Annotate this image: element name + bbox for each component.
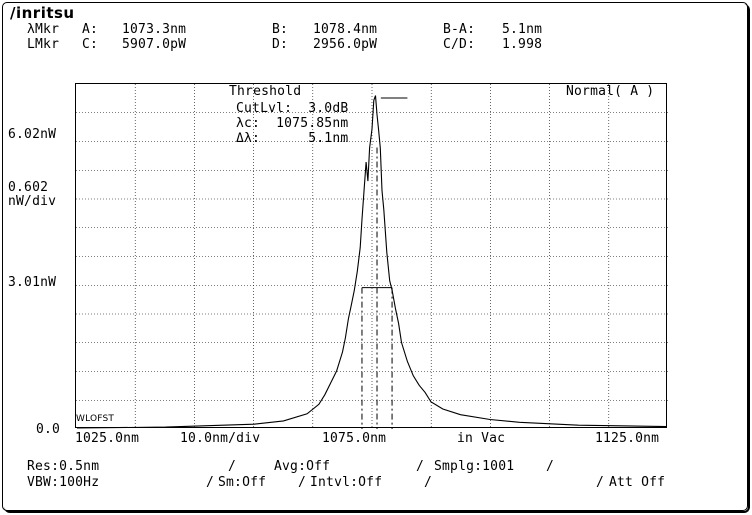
x-center-label: 1075.0nm [322,431,387,446]
smoothing-setting: Sm:Off [218,475,267,490]
y-top-label: 6.02nW [8,127,57,142]
y-scale-label: 0.602 [8,180,49,195]
trace-mode: Normal( A ) [566,84,655,99]
sampling-setting: Smplg:1001 [434,459,515,474]
level-marker-label: LMkr [27,37,60,52]
marker-a-value: 1073.3nm [122,22,187,37]
x-start-label: 1025.0nm [75,431,140,446]
slash-sep: / [596,475,605,490]
average-setting: Avg:Off [274,459,331,474]
x-end-label: 1125.0nm [595,431,660,446]
slash-sep: / [546,459,555,474]
spectrum-trace [76,95,668,429]
analysis-cutlevel: CutLvl: 3.0dB [236,101,349,116]
window-shadow [4,4,750,513]
medium-label: in Vac [457,431,506,446]
analysis-title: Threshold [229,84,302,99]
y-mid-label: 3.01nW [8,275,57,290]
slash-sep: / [416,459,425,474]
marker-d-label: D: [272,37,289,52]
slash-sep: / [206,475,215,490]
marker-a-label: A: [82,22,99,37]
attenuator-setting: Att Off [609,475,666,490]
marker-ba-value: 5.1nm [502,22,543,37]
y-scale-unit: nW/div [8,194,57,209]
marker-c-value: 5907.0pW [122,37,187,52]
marker-b-value: 1078.4nm [313,22,378,37]
marker-b-label: B: [272,22,289,37]
slash-sep: / [228,459,237,474]
marker-d-value: 2956.0pW [313,37,378,52]
slash-sep: / [424,475,433,490]
resolution-setting: Res:0.5nm [27,459,100,474]
marker-cd-label: C/D: [443,37,476,52]
interval-setting: Intvl:Off [310,475,383,490]
brand-logo: /inritsu [10,4,75,22]
marker-c-label: C: [82,37,99,52]
marker-ba-label: B-A: [443,22,476,37]
x-div-label: 10.0nm/div [180,431,261,446]
analysis-spectral-width: Δλ: 5.1nm [236,131,349,146]
wl-offset-tag: WLOFST [76,414,115,424]
spectrum-trace-svg [76,84,668,429]
vbw-setting: VBW:100Hz [27,475,100,490]
spectrum-plot[interactable] [75,83,668,429]
y-bottom-label: 0.0 [36,422,61,437]
slash-sep: / [298,475,307,490]
analysis-center-wavelength: λc: 1075.85nm [236,116,349,131]
marker-cd-value: 1.998 [502,37,543,52]
wavelength-marker-label: λMkr [27,22,60,37]
